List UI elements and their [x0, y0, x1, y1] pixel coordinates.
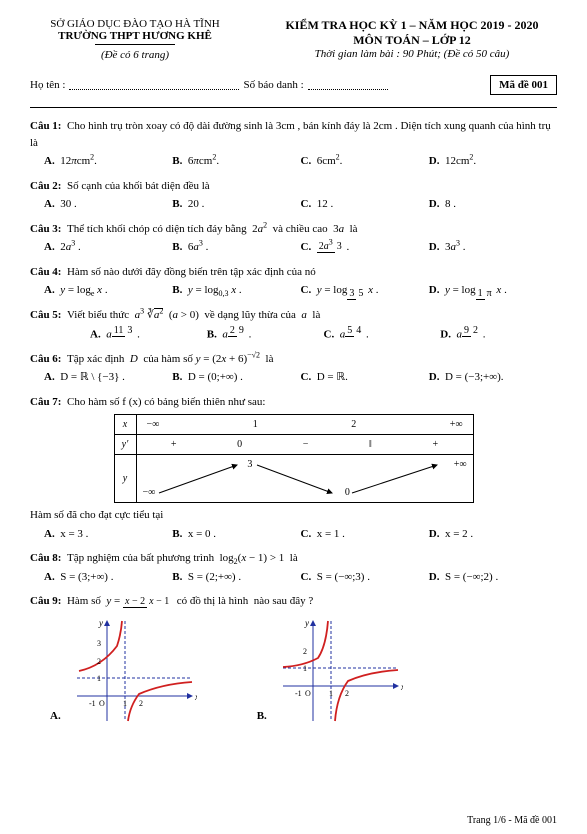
- q2-opt-b: B. 20 .: [172, 196, 300, 213]
- header-block: SỞ GIÁO DỤC ĐÀO TẠO HÀ TĨNH TRƯỜNG THPT …: [30, 18, 557, 61]
- sbd-dots: [308, 80, 388, 90]
- name-dots: [69, 80, 239, 90]
- q6-opt-b: B. D = (0;+∞) .: [172, 369, 300, 386]
- q4-opt-a: A. y = loge x .: [44, 282, 172, 299]
- svg-text:1: 1: [329, 689, 333, 698]
- q4-opt-b: B. y = log0,3 x .: [172, 282, 300, 299]
- variation-arrows: [137, 455, 457, 499]
- q1-prompt: Cho hình trụ tròn xoay có độ dài đường s…: [30, 120, 551, 149]
- graph-row: A. x y O 1 2 1 2 3 -1 B.: [50, 616, 557, 726]
- variation-table: x −∞ 1 2 +∞ y′ + 0 − ‖ +: [114, 414, 474, 503]
- q3-opt-b: B. 6a3 .: [172, 239, 300, 256]
- svg-text:2: 2: [345, 689, 349, 698]
- exam-duration: Thời gian làm bài : 90 Phút; (Đề có 50 c…: [267, 48, 557, 60]
- q8-opt-c: C. S = (−∞;3) .: [301, 569, 429, 586]
- name-row: Họ tên : Số báo danh : Mã đề 001: [30, 75, 557, 95]
- q2-opt-c: C. 12 .: [301, 196, 429, 213]
- q8-opt-a: A. S = (3;+∞) .: [44, 569, 172, 586]
- sbd-label: Số báo danh :: [243, 79, 303, 91]
- q7-opt-b: B. x = 0 .: [172, 526, 300, 543]
- q3-opt-c: C. 2a33 .: [301, 239, 429, 256]
- q1-opt-a: A. 12πcm2.: [44, 153, 172, 170]
- q2-prompt: Số cạnh của khối bát diện đều là: [67, 180, 210, 192]
- q7-opt-d: D. x = 2 .: [429, 526, 557, 543]
- exam-code-box: Mã đề 001: [490, 75, 557, 95]
- q6-opt-d: D. D = (−3;+∞).: [429, 369, 557, 386]
- q4-prompt: Hàm số nào dưới đây đồng biến trên tập x…: [67, 266, 316, 278]
- header-left-rule: [95, 44, 175, 45]
- graph-b-wrap: B. x y O 1 2 1 2 -1: [257, 616, 403, 726]
- q5-opt-c: C. a54 .: [324, 326, 441, 343]
- question-3: Câu 3: Thể tích khối chóp có diện tích đ…: [30, 221, 557, 256]
- q2-opt-d: D. 8 .: [429, 196, 557, 213]
- q7-prompt: Cho hàm số f (x) có bảng biến thiên như …: [67, 396, 265, 408]
- question-5: Câu 5: Viết biểu thức a3 ∛a2 (a > 0) về …: [30, 307, 557, 343]
- graph-a-wrap: A. x y O 1 2 1 2 3 -1: [50, 616, 197, 726]
- q2-opt-a: A. 30 .: [44, 196, 172, 213]
- svg-text:1: 1: [123, 699, 127, 708]
- q4-opt-c: C. y = log35 x .: [301, 282, 429, 299]
- question-8: Câu 8: Tập nghiệm của bất phương trình l…: [30, 550, 557, 585]
- question-6: Câu 6: Tập xác định D của hàm số y = (2x…: [30, 351, 557, 386]
- divider-rule: [30, 107, 557, 108]
- q7-tail: Hàm số đã cho đạt cực tiểu tại: [30, 507, 557, 524]
- name-label: Họ tên :: [30, 79, 65, 91]
- header-left: SỞ GIÁO DỤC ĐÀO TẠO HÀ TĨNH TRƯỜNG THPT …: [30, 18, 240, 61]
- svg-text:x: x: [400, 682, 403, 692]
- q1-opt-b: B. 6πcm2.: [172, 153, 300, 170]
- svg-text:1: 1: [97, 674, 101, 683]
- svg-text:2: 2: [139, 699, 143, 708]
- question-9: Câu 9: Hàm số y = x − 2x − 1 có đồ thị l…: [30, 593, 557, 610]
- exam-subject: MÔN TOÁN – LỚP 12: [267, 33, 557, 48]
- svg-text:y: y: [98, 618, 103, 628]
- svg-text:2: 2: [97, 657, 101, 666]
- school-line: TRƯỜNG THPT HƯƠNG KHÊ: [30, 30, 240, 42]
- q5-opt-b: B. a29 .: [207, 326, 324, 343]
- svg-text:x: x: [194, 692, 197, 702]
- q1-opt-d: D. 12cm2.: [429, 153, 557, 170]
- graph-b: x y O 1 2 1 2 -1: [273, 616, 403, 726]
- svg-text:2: 2: [303, 647, 307, 656]
- svg-text:-1: -1: [89, 699, 96, 708]
- q3-opt-d: D. 3a3 .: [429, 239, 557, 256]
- question-7: Câu 7: Cho hàm số f (x) có bảng biến thi…: [30, 394, 557, 543]
- q5-opt-d: D. a92 .: [440, 326, 557, 343]
- svg-text:O: O: [305, 689, 311, 698]
- graph-a-label: A.: [50, 710, 61, 722]
- q3-opt-a: A. 2a3 .: [44, 239, 172, 256]
- graph-b-label: B.: [257, 710, 267, 722]
- svg-text:3: 3: [97, 639, 101, 648]
- dept-line: SỞ GIÁO DỤC ĐÀO TẠO HÀ TĨNH: [30, 18, 240, 30]
- graph-a: x y O 1 2 1 2 3 -1: [67, 616, 197, 726]
- header-right: KIỂM TRA HỌC KỲ 1 – NĂM HỌC 2019 - 2020 …: [267, 18, 557, 61]
- q7-opt-a: A. x = 3 .: [44, 526, 172, 543]
- q5-opt-a: A. a113 .: [90, 326, 207, 343]
- question-1: Câu 1: Cho hình trụ tròn xoay có độ dài …: [30, 118, 557, 170]
- question-2: Câu 2: Số cạnh của khối bát diện đều là …: [30, 178, 557, 213]
- q4-opt-d: D. y = log1π x .: [429, 282, 557, 299]
- q8-opt-d: D. S = (−∞;2) .: [429, 569, 557, 586]
- svg-text:O: O: [99, 699, 105, 708]
- page-count: (Đề có 6 trang): [30, 49, 240, 61]
- svg-text:y: y: [304, 618, 309, 628]
- page-footer: Trang 1/6 - Mã đề 001: [467, 815, 557, 826]
- svg-text:-1: -1: [295, 689, 302, 698]
- exam-title: KIỂM TRA HỌC KỲ 1 – NĂM HỌC 2019 - 2020: [267, 18, 557, 33]
- q7-opt-c: C. x = 1 .: [301, 526, 429, 543]
- q1-opt-c: C. 6cm2.: [301, 153, 429, 170]
- q8-opt-b: B. S = (2;+∞) .: [172, 569, 300, 586]
- svg-text:1: 1: [303, 664, 307, 673]
- question-4: Câu 4: Hàm số nào dưới đây đồng biến trê…: [30, 264, 557, 300]
- q6-opt-a: A. D = ℝ \ {−3} .: [44, 369, 172, 386]
- q6-opt-c: C. D = ℝ.: [301, 369, 429, 386]
